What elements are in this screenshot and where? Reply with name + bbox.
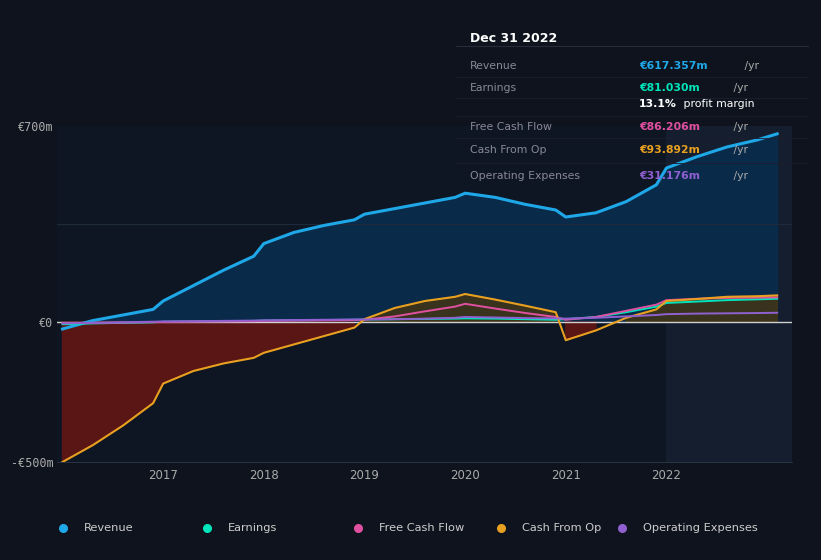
Bar xyxy=(667,126,792,462)
Text: 13.1%: 13.1% xyxy=(640,99,677,109)
Text: €617.357m: €617.357m xyxy=(640,61,708,71)
Text: Operating Expenses: Operating Expenses xyxy=(470,170,580,180)
Text: Dec 31 2022: Dec 31 2022 xyxy=(470,32,557,45)
Text: €31.176m: €31.176m xyxy=(640,170,700,180)
Text: €93.892m: €93.892m xyxy=(640,146,700,156)
Text: €81.030m: €81.030m xyxy=(640,83,700,93)
Text: Operating Expenses: Operating Expenses xyxy=(643,523,758,533)
Text: €86.206m: €86.206m xyxy=(640,122,700,132)
Text: Earnings: Earnings xyxy=(227,523,277,533)
Text: /yr: /yr xyxy=(730,83,748,93)
Text: Revenue: Revenue xyxy=(85,523,134,533)
Text: Cash From Op: Cash From Op xyxy=(522,523,602,533)
Text: profit margin: profit margin xyxy=(680,99,754,109)
Text: /yr: /yr xyxy=(730,146,748,156)
Text: Free Cash Flow: Free Cash Flow xyxy=(470,122,552,132)
Text: /yr: /yr xyxy=(730,170,748,180)
Text: Cash From Op: Cash From Op xyxy=(470,146,546,156)
Text: Revenue: Revenue xyxy=(470,61,517,71)
Text: /yr: /yr xyxy=(730,122,748,132)
Text: Free Cash Flow: Free Cash Flow xyxy=(378,523,464,533)
Text: Earnings: Earnings xyxy=(470,83,517,93)
Text: /yr: /yr xyxy=(741,61,759,71)
